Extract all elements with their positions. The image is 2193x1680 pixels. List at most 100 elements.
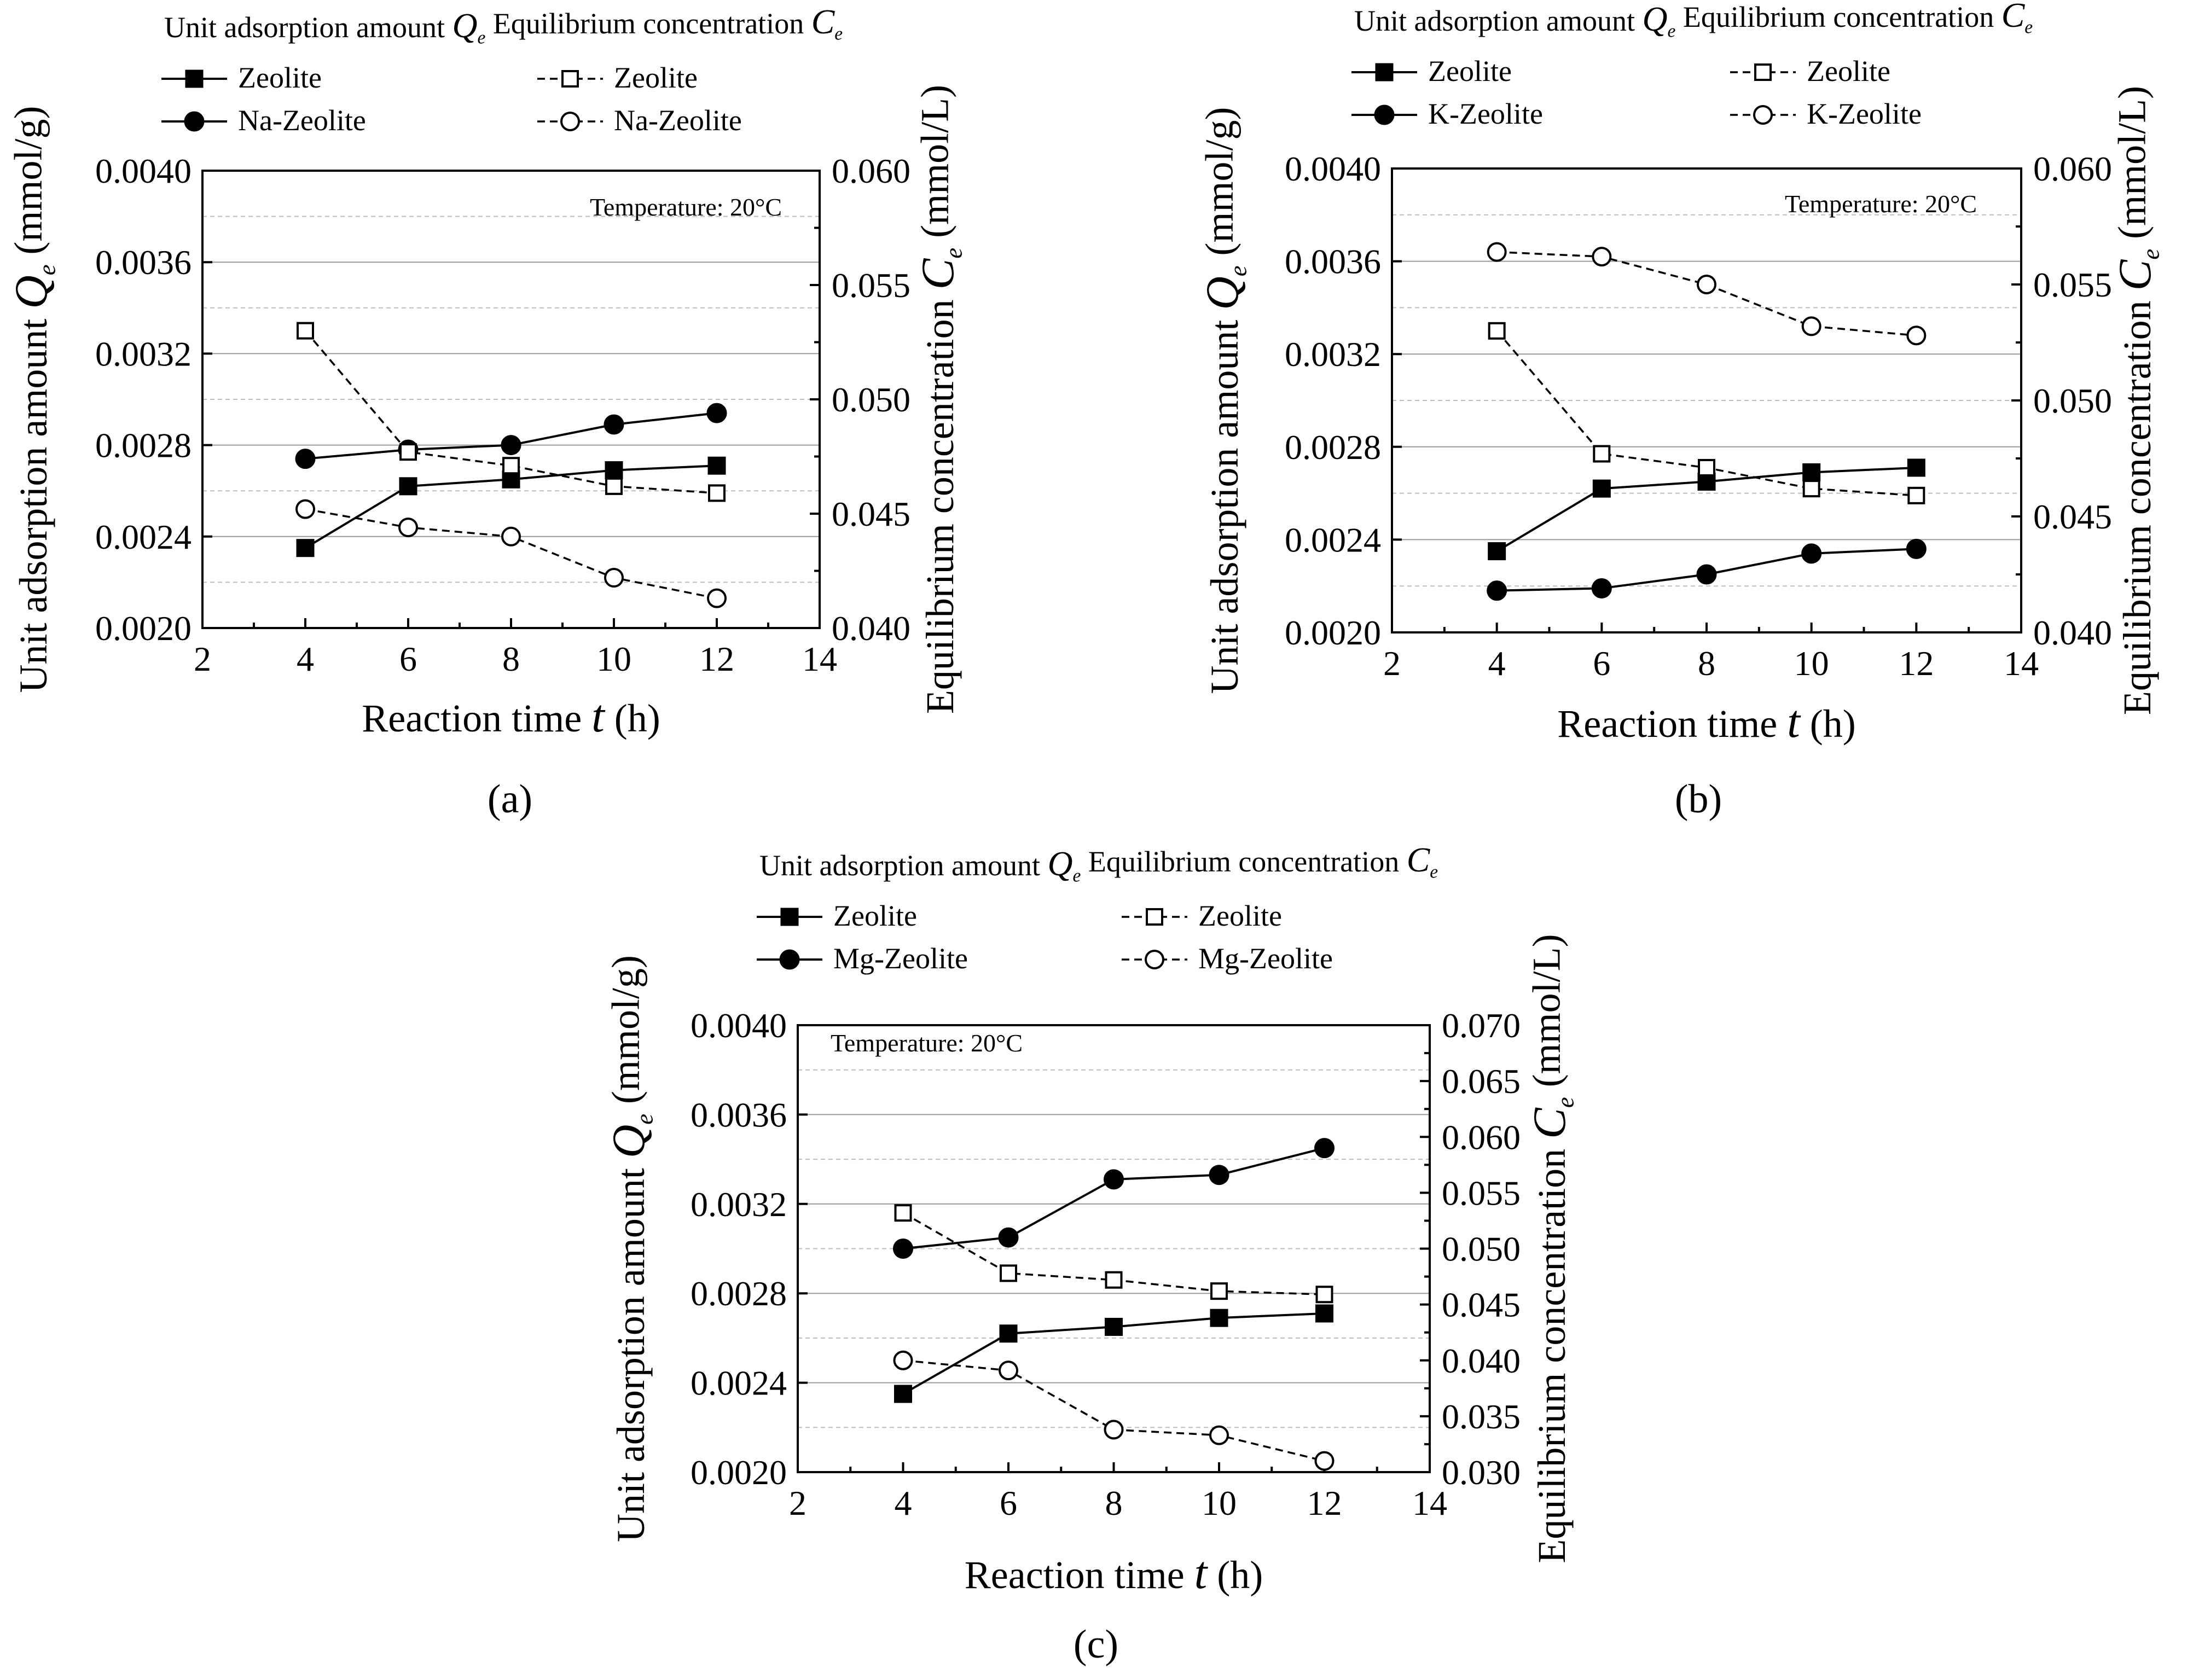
y-left-tick-label: 0.0020 xyxy=(691,1453,787,1492)
y-left-tick-label: 0.0032 xyxy=(691,1185,787,1224)
y-left-axis-title-part: (mmol/g) xyxy=(604,955,647,1114)
legend-entry-label: Zeolite xyxy=(1807,55,1890,88)
series-na-zeolite-right xyxy=(295,499,727,608)
y-right-axis-title-part: Equilibrium concentration xyxy=(918,289,962,714)
data-point-marker xyxy=(605,477,623,495)
y-left-tick-label: 0.0028 xyxy=(95,426,192,465)
legend-entry-label: Zeolite xyxy=(1428,55,1512,88)
series-line xyxy=(305,508,717,600)
data-point-marker xyxy=(1698,458,1715,476)
y-left-axis-title: Unit adsorption amount Qe (mmol/g) xyxy=(1197,107,1252,694)
legend: Unit adsorption amount Qe Equilibrium co… xyxy=(161,2,843,137)
y-right-tick-label: 0.055 xyxy=(1442,1173,1521,1212)
x-tick-label: 8 xyxy=(502,640,520,678)
y-right-tick-label: 0.045 xyxy=(832,495,910,533)
temperature-annotation: Temperature: 20°C xyxy=(831,1029,1023,1057)
data-point-marker xyxy=(502,457,520,475)
data-point-marker xyxy=(894,1385,912,1403)
x-tick-label: 6 xyxy=(1000,1484,1017,1522)
legend-header-part: Q xyxy=(452,6,477,45)
legend-header-part: Q xyxy=(1642,0,1667,38)
data-point-marker xyxy=(1697,275,1716,294)
data-point-marker xyxy=(604,568,624,588)
x-axis-title: Reaction time t (h) xyxy=(965,1547,1263,1598)
data-point-marker xyxy=(893,1350,913,1370)
temperature-annotation: Temperature: 20°C xyxy=(1785,190,1977,218)
legend-header-part: Q xyxy=(1047,844,1072,883)
x-axis-title-part: (h) xyxy=(1800,702,1856,746)
data-point-marker xyxy=(1801,543,1822,564)
series-line xyxy=(903,1147,1325,1250)
y-left-tick-label: 0.0032 xyxy=(95,334,192,373)
y-right-tick-label: 0.070 xyxy=(1442,1006,1521,1045)
y-left-axis-title-part: Unit adsorption amount xyxy=(609,1158,653,1542)
legend-entry-label: K-Zeolite xyxy=(1428,97,1543,130)
x-axis-title-part: (h) xyxy=(1207,1553,1263,1597)
y-left-axis-title-part: Q xyxy=(1197,276,1248,310)
x-tick-label: 8 xyxy=(1698,644,1715,683)
y-left-tick-label: 0.0036 xyxy=(1285,242,1381,281)
legend-header-part: C xyxy=(2001,0,2026,34)
series-mg-zeolite-left xyxy=(893,1138,1335,1259)
legend-entry-label: Na-Zeolite xyxy=(238,104,366,137)
data-point-marker xyxy=(1314,1138,1335,1159)
y-right-tick-label: 0.030 xyxy=(1442,1453,1521,1492)
y-right-axis-title-part: e xyxy=(2137,249,2165,260)
y-left-tick-label: 0.0028 xyxy=(1285,428,1381,467)
data-point-marker xyxy=(893,1239,913,1259)
y-left-tick-label: 0.0040 xyxy=(691,1006,787,1045)
data-point-marker xyxy=(1488,542,1506,561)
data-point-marker xyxy=(1104,1169,1124,1190)
y-right-tick-label: 0.040 xyxy=(832,609,910,648)
y-right-tick-label: 0.050 xyxy=(2033,381,2112,420)
y-left-axis-title: Unit adsorption amount Qe (mmol/g) xyxy=(5,106,61,693)
y-left-axis-title-part: Q xyxy=(5,275,57,309)
data-point-marker xyxy=(999,1324,1018,1343)
data-point-marker xyxy=(894,1204,912,1222)
y-right-tick-label: 0.060 xyxy=(832,152,910,190)
y-right-tick-label: 0.040 xyxy=(1442,1341,1521,1380)
y-right-tick-label: 0.065 xyxy=(1442,1062,1521,1101)
data-point-marker xyxy=(605,461,623,480)
data-point-marker xyxy=(1753,105,1773,125)
legend-header-part: e xyxy=(1072,866,1081,886)
y-right-tick-label: 0.055 xyxy=(2033,265,2112,304)
data-point-marker xyxy=(1488,322,1506,340)
series-zeolite-right xyxy=(1488,322,1925,504)
data-point-marker xyxy=(999,1361,1018,1381)
data-point-marker xyxy=(1906,538,1927,559)
legend-header-part: e xyxy=(834,24,843,44)
series-mg-zeolite-right xyxy=(893,1350,1335,1471)
y-right-tick-label: 0.060 xyxy=(2033,149,2112,188)
data-point-marker xyxy=(780,908,799,926)
y-right-tick-label: 0.060 xyxy=(1442,1118,1521,1156)
data-point-marker xyxy=(399,477,417,496)
y-left-axis-title-part: e xyxy=(631,1114,658,1125)
panel-label: (b) xyxy=(1675,777,1722,822)
x-tick-label: 14 xyxy=(2004,644,2039,683)
data-point-marker xyxy=(706,403,727,423)
series-zeolite-left xyxy=(296,456,726,557)
data-point-marker xyxy=(998,1227,1019,1248)
temperature-annotation: Temperature: 20°C xyxy=(590,193,782,221)
data-point-marker xyxy=(501,435,521,456)
data-point-marker xyxy=(295,449,316,469)
y-right-axis-title-part: (mmol/L) xyxy=(2110,86,2154,249)
legend-entry-label: Mg-Zeolite xyxy=(1198,942,1333,975)
data-point-marker xyxy=(1315,1304,1333,1323)
y-right-axis-title-part: e xyxy=(940,248,967,259)
y-right-axis-title-part: C xyxy=(1524,1107,1575,1139)
y-right-tick-label: 0.055 xyxy=(832,266,910,305)
data-point-marker xyxy=(1104,1420,1124,1440)
legend-entry-label: Zeolite xyxy=(238,61,322,94)
legend-header-part: e xyxy=(1667,21,1675,42)
legend-header: Unit adsorption amount Qe Equilibrium co… xyxy=(759,840,1438,886)
y-left-tick-label: 0.0036 xyxy=(95,243,192,282)
data-point-marker xyxy=(707,588,727,608)
y-left-tick-label: 0.0036 xyxy=(691,1095,787,1134)
chart-panel-0: 2 4 6 8 10 12 14 0.0020 0.0024 0.0028 0.0032 0.0036… xyxy=(5,2,967,822)
legend-entry-label: Na-Zeolite xyxy=(614,104,742,137)
data-point-marker xyxy=(707,456,726,475)
data-point-marker xyxy=(295,499,315,519)
